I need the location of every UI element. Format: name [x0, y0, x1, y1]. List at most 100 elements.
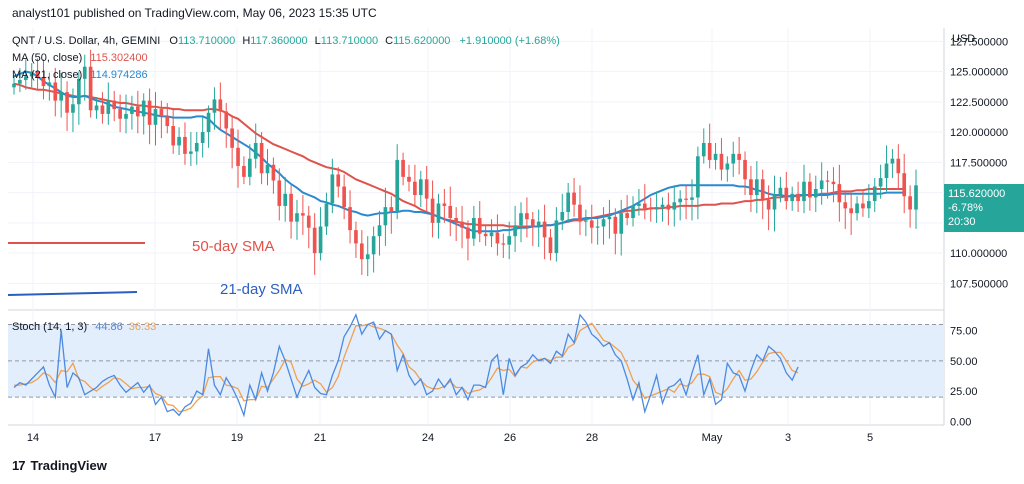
candle-body — [914, 185, 918, 210]
footer-brand[interactable]: 17 TradingView — [12, 458, 107, 473]
time-tick-label: 5 — [867, 432, 873, 444]
candle-body — [35, 71, 40, 78]
candle-body — [277, 180, 282, 206]
publisher-line: analyst101 published on TradingView.com,… — [12, 6, 377, 20]
svg-text:QNT / U.S. Dollar, 4h, GEMINI: QNT / U.S. Dollar, 4h, GEMINI O113.71000… — [12, 35, 560, 47]
stoch-d-value: 36.33 — [129, 321, 157, 333]
candle-body — [560, 211, 565, 221]
candle-body — [23, 76, 28, 81]
candle-body — [460, 221, 464, 228]
candle-body — [194, 142, 199, 152]
sma50-annotation: 50-day SMA — [192, 238, 275, 255]
candle-body — [377, 225, 382, 237]
candle-body — [383, 207, 388, 226]
candle-body — [53, 82, 58, 101]
candle-body — [884, 163, 889, 179]
c-value: 115.620000 — [393, 35, 450, 47]
candle-body — [424, 179, 429, 199]
price-tag-price: 115.620000 — [948, 188, 1006, 200]
candle-body — [825, 180, 830, 182]
stoch-k-value: 44.86 — [95, 321, 123, 333]
price-tick-label: 127.500000 — [950, 36, 1008, 48]
candle-body — [448, 205, 453, 219]
candle-body — [607, 216, 612, 220]
candle-body — [819, 180, 824, 189]
candle-body — [595, 226, 600, 228]
candle-body — [407, 176, 411, 182]
candle-body — [147, 100, 152, 125]
candle-body — [171, 126, 176, 146]
o-value: 113.710000 — [178, 35, 235, 47]
footer-brand-label: TradingView — [30, 458, 107, 473]
candle-body — [666, 204, 671, 210]
candle-body — [236, 147, 240, 166]
candle-body — [861, 203, 865, 209]
candle-body — [672, 202, 677, 210]
price-tick-label: 125.000000 — [950, 67, 1008, 79]
candle-body — [719, 153, 724, 170]
candle-body — [831, 181, 836, 185]
candle-body — [519, 213, 523, 226]
candle-body — [566, 192, 570, 212]
candle-body — [731, 153, 736, 164]
sma21-annotation-line — [7, 291, 138, 296]
candle-body — [271, 164, 276, 181]
candle-body — [153, 109, 158, 125]
candle-body — [41, 77, 46, 87]
stoch-tick-label: 0.00 — [950, 416, 971, 428]
candle-body — [749, 179, 753, 196]
candle-body — [619, 213, 624, 234]
time-tick-label: 19 — [231, 432, 243, 444]
candle-body — [365, 254, 370, 260]
time-tick-label: 28 — [586, 432, 598, 444]
time-tick-label: 24 — [422, 432, 434, 444]
candle-body — [324, 203, 329, 227]
candle-body — [430, 198, 435, 223]
candle-body — [837, 184, 842, 203]
candle-body — [896, 158, 901, 174]
candle-body — [141, 100, 146, 117]
candle-body — [77, 78, 81, 105]
candle-body — [59, 92, 63, 101]
candle-body — [513, 225, 517, 237]
candle-body — [112, 100, 117, 110]
candle-body — [802, 181, 806, 202]
candle-body — [813, 188, 818, 198]
candle-body — [295, 213, 299, 222]
candle-body — [849, 208, 853, 214]
candle-body — [218, 99, 223, 112]
o-label: O — [169, 35, 178, 47]
candle-body — [118, 109, 122, 119]
stoch-label: Stoch (14, 1, 3) — [12, 321, 87, 333]
candle-body — [135, 106, 140, 117]
candle-body — [82, 66, 87, 79]
candle-body — [330, 174, 335, 204]
candle-body — [183, 136, 187, 154]
stoch-tick-label: 75.00 — [950, 326, 978, 338]
candle-body — [336, 174, 341, 187]
candle-body — [648, 208, 653, 210]
candle-body — [743, 159, 747, 180]
candle-body — [637, 203, 641, 206]
stoch-lines — [13, 313, 799, 418]
svg-text:MA (50, close)115.302400: MA (50, close) 115.302400 — [12, 52, 148, 64]
candle-body — [772, 195, 777, 210]
candle-body — [696, 156, 700, 198]
candle-body — [466, 227, 470, 239]
candle-body — [259, 142, 264, 174]
price-tick-label: 117.500000 — [950, 157, 1007, 169]
candle-body — [684, 198, 688, 200]
currency-label: USD — [952, 33, 975, 45]
candle-body — [483, 233, 488, 237]
candle-body — [348, 207, 352, 231]
candle-body — [88, 66, 93, 111]
candle-body — [65, 92, 69, 113]
tradingview-logo-icon: 17 — [12, 458, 26, 473]
candle-body — [855, 203, 859, 214]
candle-body — [454, 218, 458, 222]
stoch-tick-label: 25.00 — [950, 386, 978, 398]
candle-body — [159, 109, 164, 117]
candle-body — [642, 203, 647, 209]
